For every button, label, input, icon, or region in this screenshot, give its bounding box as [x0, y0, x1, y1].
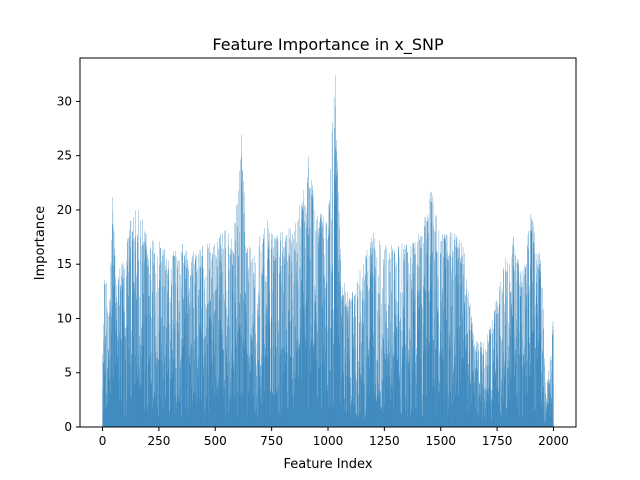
y-axis-label: Importance — [33, 206, 48, 281]
x-tick-label: 2000 — [538, 434, 569, 448]
y-tick-label: 15 — [57, 257, 72, 271]
x-tick-label: 1500 — [425, 434, 456, 448]
chart-title: Feature Importance in x_SNP — [212, 35, 444, 55]
x-tick-label: 0 — [99, 434, 107, 448]
x-tick-label: 1750 — [482, 434, 513, 448]
y-tick-label: 30 — [57, 94, 72, 108]
x-tick-label: 750 — [260, 434, 283, 448]
y-tick-label: 10 — [57, 311, 72, 325]
y-tick-label: 0 — [64, 420, 72, 434]
x-tick-label: 1250 — [369, 434, 400, 448]
y-tick-label: 20 — [57, 203, 72, 217]
x-tick-label: 500 — [204, 434, 227, 448]
x-tick-label: 1000 — [313, 434, 344, 448]
x-axis-label: Feature Index — [283, 457, 372, 472]
y-tick-label: 25 — [57, 149, 72, 163]
bars-group — [102, 75, 554, 428]
x-tick-label: 250 — [147, 434, 170, 448]
y-axis-ticks: 0 5 10 15 20 25 30 — [57, 94, 80, 434]
y-tick-label: 5 — [64, 366, 72, 380]
x-axis-ticks: 0 250 500 750 1000 1250 1500 1750 2000 — [99, 427, 569, 448]
